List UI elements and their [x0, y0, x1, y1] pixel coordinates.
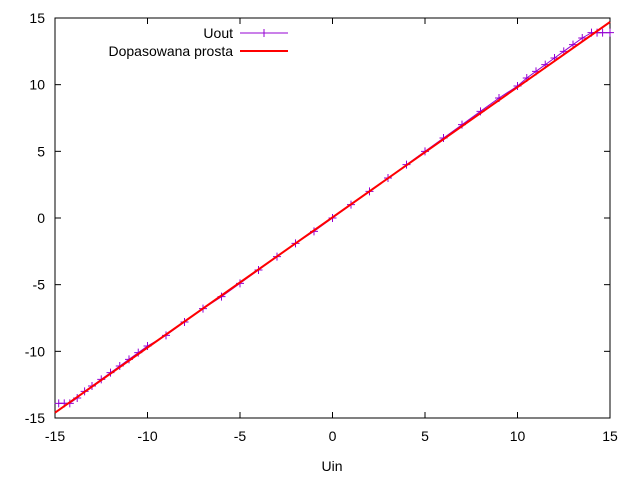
series-line-1 — [54, 21, 611, 414]
data-point-marker — [598, 28, 607, 37]
x-tick-label: 10 — [510, 428, 526, 444]
x-tick-label: 0 — [329, 428, 337, 444]
x-tick-label: 15 — [602, 428, 618, 444]
series-layer — [54, 21, 614, 414]
y-tick-label: 10 — [29, 77, 45, 93]
legend-label-fit: Dopasowana prosta — [108, 43, 233, 59]
legend: Uout Dopasowana prosta — [108, 25, 288, 59]
x-tick-label: -5 — [234, 428, 247, 444]
x-tick-label: -10 — [137, 428, 157, 444]
x-tick-label: -15 — [45, 428, 65, 444]
y-tick-label: -15 — [25, 410, 45, 426]
y-tick-label: 5 — [37, 143, 45, 159]
x-tick-label: 5 — [421, 428, 429, 444]
axis-tick-labels: -15 -10 -5 0 5 10 15 -15 -10 -5 0 5 10 15 — [25, 10, 618, 444]
legend-marker-uout — [260, 29, 268, 37]
y-tick-label: 15 — [29, 10, 45, 26]
y-tick-label: -10 — [25, 343, 45, 359]
axis-ticks — [54, 17, 611, 419]
x-axis-title: Uin — [321, 458, 342, 474]
data-point-marker — [606, 28, 614, 37]
legend-label-uout: Uout — [203, 25, 233, 41]
y-tick-label: -5 — [33, 277, 46, 293]
y-tick-label: 0 — [37, 210, 45, 226]
